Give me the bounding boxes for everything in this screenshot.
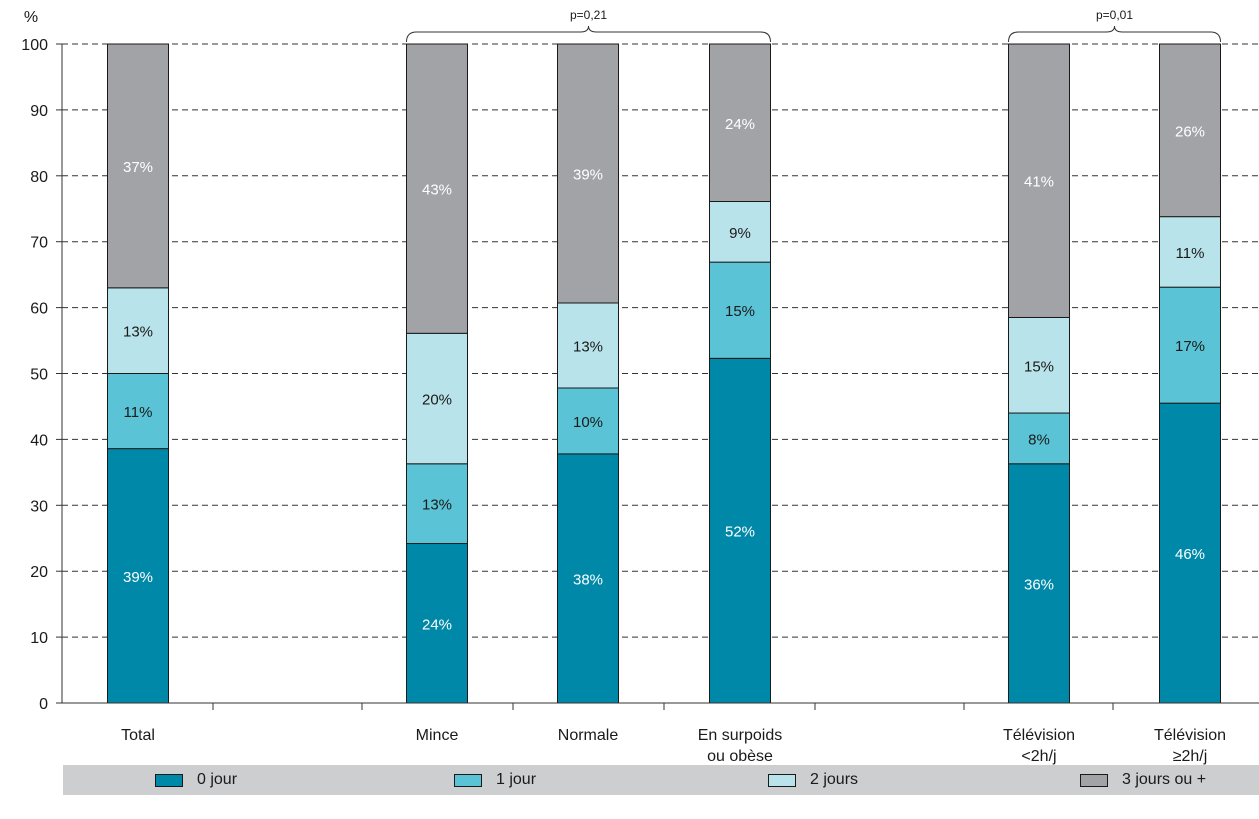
data-label-c0-s1: 11%	[124, 404, 153, 421]
bar-segment-c3-s1	[709, 261, 771, 359]
legend-swatch-3-jours-ou-plus	[1080, 773, 1108, 787]
x-category-label-1: Mince	[416, 727, 459, 744]
y-tick-label-10: 10	[30, 630, 48, 647]
data-label-c3-s1: 15%	[725, 303, 755, 320]
x-category-label-4: Télévision <2h/j	[1003, 727, 1075, 765]
bar-segment-c1-s0	[406, 543, 468, 704]
bar-segment-c2-s0	[557, 453, 619, 704]
y-tick-label-90: 90	[30, 103, 48, 120]
data-label-c1-s0: 24%	[422, 616, 452, 633]
bar-segment-c5-s2	[1159, 216, 1221, 288]
bar-segment-c4-s0	[1008, 463, 1070, 704]
legend: 0 jour 1 jour 2 jours 3 jours ou +	[63, 765, 1259, 795]
data-label-c4-s0: 36%	[1024, 576, 1054, 593]
data-label-c3-s2: 9%	[729, 225, 751, 242]
y-tick-label-80: 80	[30, 169, 48, 186]
legend-label-1-jour: 1 jour	[496, 771, 537, 788]
axis-layer: % 0 10 20 30 40 50 60 70 80 90 100 Total Mince Normale…	[21, 9, 1259, 765]
bar-segment-c1-s1	[406, 463, 468, 545]
significance-label-0: p=0,21	[570, 8, 607, 22]
y-axis-title: %	[24, 9, 38, 26]
bar-segment-c1-s3	[406, 43, 468, 334]
significance-bracket-0	[406, 25, 771, 43]
bar-segment-c0-s1	[107, 373, 169, 450]
y-tick-label-60: 60	[30, 301, 48, 318]
y-tick-label-30: 30	[30, 498, 48, 515]
y-tick-label-50: 50	[30, 367, 48, 384]
x-category-label-2: Normale	[558, 727, 619, 744]
bar-segment-c5-s0	[1159, 402, 1221, 704]
bar-segment-c1-s2	[406, 332, 468, 465]
grid-layer	[62, 43, 1259, 638]
y-tick-label-100: 100	[21, 37, 48, 54]
bar-segment-c0-s2	[107, 287, 169, 374]
legend-swatch-0-jour	[155, 773, 183, 787]
legend-item-0-jour: 0 jour	[155, 765, 237, 795]
bar-segment-c2-s3	[557, 43, 619, 304]
bar-segment-c5-s3	[1159, 43, 1221, 218]
data-label-c4-s1: 8%	[1028, 431, 1050, 448]
stacked-bar-chart: 39% 11% 13% 37% 24% 13% 20% 43% 38% 10% 13% 39% 52% 1…	[21, 8, 1259, 765]
legend-swatch-2-jours	[768, 773, 796, 787]
x-category-label-3: En surpoids ou obèse	[698, 727, 783, 765]
data-label-c5-s0: 46%	[1175, 546, 1205, 563]
data-label-c0-s2: 13%	[123, 324, 153, 341]
bar-segment-c2-s1	[557, 387, 619, 455]
bar-segment-c4-s1	[1008, 412, 1070, 465]
bar-segment-c3-s2	[709, 201, 771, 263]
data-label-c5-s3: 26%	[1175, 123, 1205, 140]
bar-segment-c5-s1	[1159, 286, 1221, 404]
y-tick-label-70: 70	[30, 235, 48, 252]
y-tick-label-0: 0	[39, 696, 48, 713]
legend-label-2-jours: 2 jours	[810, 771, 859, 788]
bar-segment-c3-s0	[709, 357, 771, 704]
legend-label-0-jour: 0 jour	[197, 771, 238, 788]
data-label-c3-s0: 52%	[725, 524, 755, 541]
bars-layer: 39% 11% 13% 37% 24% 13% 20% 43% 38% 10% 13% 39% 52% 1…	[107, 43, 1221, 704]
data-label-c2-s1: 10%	[573, 414, 603, 431]
bar-segment-c3-s3	[709, 43, 771, 203]
y-tick-label-40: 40	[30, 432, 48, 449]
data-label-c0-s3: 37%	[123, 159, 153, 176]
bar-segment-c2-s2	[557, 302, 619, 389]
bar-segment-c4-s2	[1008, 316, 1070, 414]
data-label-c5-s2: 11%	[1176, 245, 1205, 262]
x-category-label-0: Total	[121, 727, 155, 744]
data-label-c1-s2: 20%	[422, 392, 452, 409]
data-label-c4-s2: 15%	[1024, 358, 1054, 375]
data-label-c3-s3: 24%	[725, 116, 755, 133]
x-category-label-5: Télévision ≥2h/j	[1154, 727, 1226, 765]
data-label-c1-s3: 43%	[422, 182, 452, 199]
legend-item-2-jours: 2 jours	[768, 765, 858, 795]
data-label-c2-s0: 38%	[573, 571, 603, 588]
bar-segment-c0-s3	[107, 43, 169, 289]
data-label-c2-s3: 39%	[573, 166, 603, 183]
data-label-c4-s3: 41%	[1024, 174, 1054, 191]
significance-label-1: p=0,01	[1096, 8, 1133, 22]
legend-swatch-1-jour	[454, 773, 482, 787]
annotation-layer: p=0,21 p=0,01	[406, 8, 1221, 43]
legend-item-1-jour: 1 jour	[454, 765, 536, 795]
data-label-c5-s1: 17%	[1175, 338, 1205, 355]
data-label-c0-s0: 39%	[123, 569, 153, 586]
data-label-c1-s1: 13%	[422, 497, 452, 514]
data-label-c2-s2: 13%	[573, 338, 603, 355]
y-tick-label-20: 20	[30, 564, 48, 581]
legend-label-3-jours-ou-plus: 3 jours ou +	[1122, 771, 1207, 788]
bar-segment-c4-s3	[1008, 43, 1070, 318]
significance-bracket-1	[1008, 25, 1221, 43]
legend-item-3-jours-ou-plus: 3 jours ou +	[1080, 765, 1206, 795]
bar-segment-c0-s0	[107, 448, 169, 704]
